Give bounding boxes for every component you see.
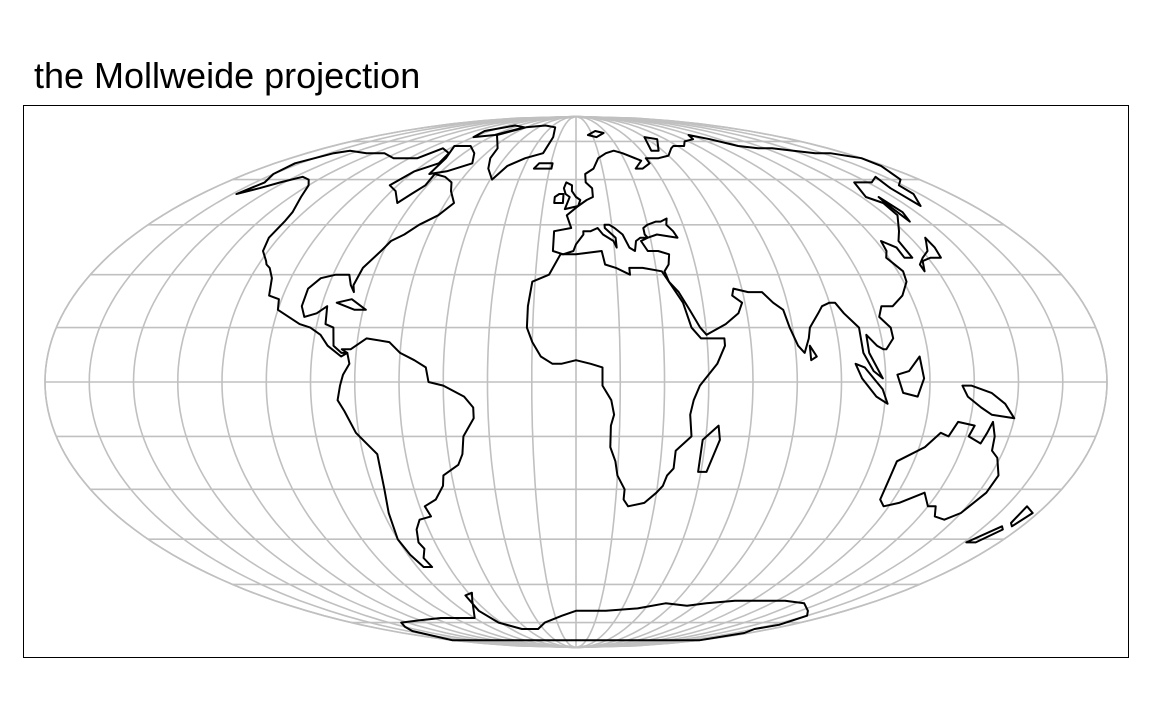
landmass-sakhalin	[877, 196, 911, 223]
landmass-great-britain	[562, 181, 582, 211]
landmass-sumatra	[854, 362, 889, 405]
landmass-ireland	[553, 193, 565, 204]
projection-outline	[44, 115, 1108, 649]
landmass-eurasia	[551, 134, 922, 380]
landmass-cuba	[335, 298, 367, 311]
landmass-svalbard	[586, 130, 605, 139]
landmass-new-zealand-south	[965, 525, 1004, 544]
landmass-antarctica	[400, 591, 809, 642]
landmass-africa	[525, 250, 726, 508]
landmass-novaya-zemlya	[643, 136, 660, 152]
landmass-borneo	[896, 355, 926, 398]
landmass-north-america	[235, 147, 455, 358]
landmass-australia	[879, 420, 1000, 521]
landmass-baffin-island	[428, 145, 476, 175]
landmass-madagascar	[697, 424, 721, 473]
map-frame	[23, 105, 1129, 658]
landmass-new-zealand-north	[1010, 505, 1034, 528]
landmass-south-america	[336, 337, 475, 568]
landmass-new-guinea	[961, 384, 1016, 420]
map-title: the Mollweide projection	[34, 55, 421, 96]
landmass-iceland	[532, 162, 554, 170]
coastlines	[235, 124, 1034, 642]
landmass-ellesmere-island	[472, 124, 526, 139]
landmass-japan	[918, 236, 942, 273]
landmass-sri-lanka	[808, 344, 818, 362]
graticule	[44, 115, 1108, 649]
landmass-greenland	[487, 124, 557, 181]
